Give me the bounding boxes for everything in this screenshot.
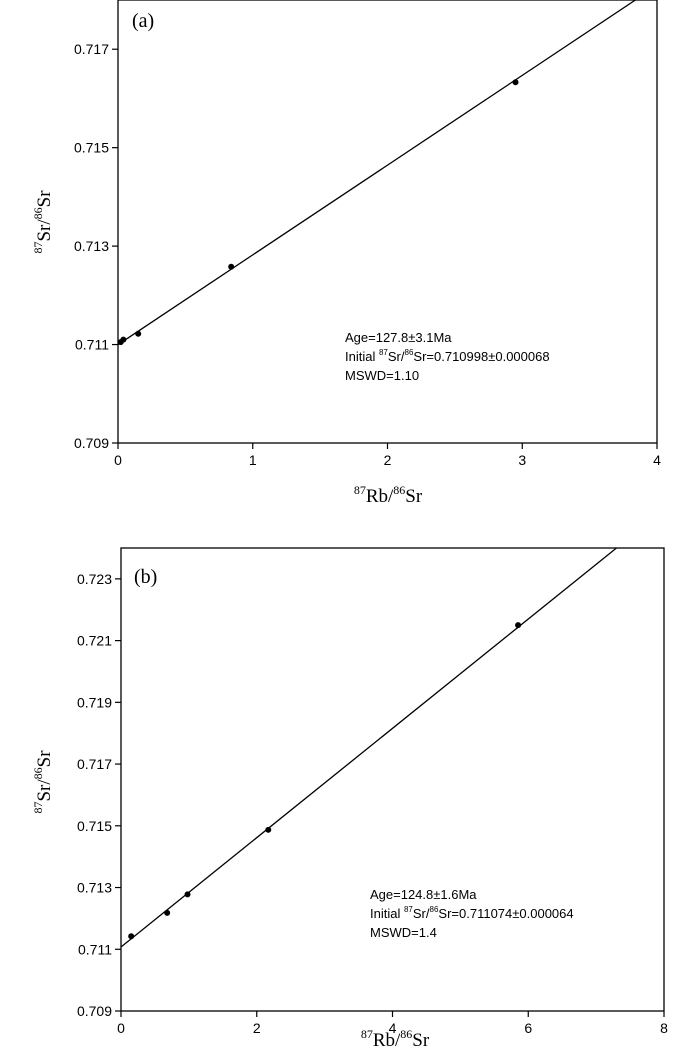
annotation-sup-2: 86 bbox=[430, 905, 439, 914]
isochron-line bbox=[120, 547, 617, 948]
y-tick-label: 0.715 bbox=[74, 140, 109, 156]
y-label-base-2: Sr bbox=[34, 190, 55, 208]
data-point bbox=[184, 891, 191, 898]
y-tick-label: 0.721 bbox=[77, 633, 112, 649]
annotation-initial-ratio: Initial 87Sr/86Sr=0.711074±0.000064 bbox=[370, 905, 574, 921]
x-label-sup-1: 87 bbox=[361, 1027, 373, 1041]
x-label-base-1: Rb/ bbox=[366, 486, 394, 507]
x-ticks: 0 1 2 3 4 bbox=[114, 443, 661, 468]
annotation-value: Sr=0.711074±0.000064 bbox=[438, 906, 573, 921]
y-label-base-1: Sr/ bbox=[34, 779, 55, 802]
chart-panel-b: (b) 0 2 4 6 8 0.709 0.711 0.713 0.715 0.717 0.719… bbox=[31, 547, 668, 1051]
x-label-base-1: Rb/ bbox=[373, 1030, 401, 1051]
x-tick-label: 1 bbox=[249, 452, 257, 468]
fit-line-layer bbox=[117, 0, 636, 346]
data-point bbox=[265, 826, 272, 833]
y-ticks: 0.709 0.711 0.713 0.715 0.717 0.719 0.721 0.723 bbox=[77, 571, 121, 1019]
y-tick-label: 0.717 bbox=[77, 756, 112, 772]
y-tick-label: 0.711 bbox=[78, 941, 112, 957]
y-axis-label: 87Sr/86Sr bbox=[31, 750, 55, 814]
annotation-age: Age=124.8±1.6Ma bbox=[370, 887, 477, 902]
annotation-initial-ratio: Initial 87Sr/86Sr=0.710998±0.000068 bbox=[345, 348, 550, 364]
annotation-sup-1: 87 bbox=[404, 905, 413, 914]
annotation-sup-2: 86 bbox=[405, 348, 414, 357]
y-tick-label: 0.717 bbox=[74, 41, 109, 57]
fit-line-layer bbox=[120, 547, 617, 948]
annotation-box: Age=127.8±3.1Ma Initial 87Sr/86Sr=0.7109… bbox=[345, 330, 550, 383]
data-points-layer bbox=[117, 79, 519, 346]
annotation-mid: Sr/ bbox=[388, 349, 405, 364]
data-point bbox=[135, 330, 142, 337]
x-tick-label: 6 bbox=[524, 1020, 532, 1036]
y-tick-label: 0.723 bbox=[77, 571, 112, 587]
annotation-mid: Sr/ bbox=[413, 906, 430, 921]
panel-label: (b) bbox=[134, 566, 157, 588]
y-tick-label: 0.709 bbox=[77, 1003, 112, 1019]
isochron-line bbox=[117, 0, 636, 346]
x-tick-label: 0 bbox=[114, 452, 122, 468]
y-tick-label: 0.709 bbox=[74, 435, 109, 451]
y-tick-label: 0.719 bbox=[77, 694, 112, 710]
data-point bbox=[512, 79, 519, 86]
y-tick-label: 0.711 bbox=[75, 337, 109, 353]
x-label-sup-2: 86 bbox=[393, 483, 405, 497]
y-label-base-1: Sr/ bbox=[34, 219, 55, 242]
data-point bbox=[228, 263, 235, 270]
y-tick-label: 0.713 bbox=[74, 238, 109, 254]
x-tick-label: 0 bbox=[117, 1020, 125, 1036]
x-tick-label: 8 bbox=[660, 1020, 668, 1036]
x-tick-label: 4 bbox=[389, 1020, 397, 1036]
x-tick-label: 3 bbox=[518, 452, 526, 468]
y-label-sup-1: 87 bbox=[31, 802, 45, 814]
y-tick-label: 0.713 bbox=[77, 880, 112, 896]
x-tick-label: 2 bbox=[384, 452, 392, 468]
x-tick-label: 2 bbox=[253, 1020, 261, 1036]
x-label-sup-2: 86 bbox=[400, 1027, 412, 1041]
annotation-initial-prefix: Initial bbox=[345, 349, 379, 364]
x-tick-label: 4 bbox=[653, 452, 661, 468]
data-point bbox=[164, 909, 171, 916]
y-label-sup-2: 86 bbox=[31, 767, 45, 779]
plot-frame bbox=[120, 547, 665, 1012]
y-tick-label: 0.715 bbox=[77, 818, 112, 834]
data-point bbox=[128, 933, 135, 940]
x-ticks: 0 2 4 6 8 bbox=[117, 1011, 668, 1036]
annotation-box: Age=124.8±1.6Ma Initial 87Sr/86Sr=0.7110… bbox=[370, 887, 574, 940]
y-ticks: 0.709 0.711 0.713 0.715 0.717 bbox=[74, 41, 118, 451]
x-label-base-2: Sr bbox=[412, 1030, 430, 1051]
annotation-mswd: MSWD=1.10 bbox=[345, 368, 419, 383]
data-points-layer bbox=[128, 622, 522, 940]
annotation-mswd: MSWD=1.4 bbox=[370, 925, 437, 940]
annotation-sup-1: 87 bbox=[379, 348, 388, 357]
y-label-sup-1: 87 bbox=[31, 242, 45, 254]
x-axis-label: 87Rb/86Sr bbox=[361, 1027, 430, 1051]
x-axis-label: 87Rb/86Sr bbox=[354, 483, 423, 507]
y-label-sup-2: 86 bbox=[31, 207, 45, 219]
annotation-age: Age=127.8±3.1Ma bbox=[345, 330, 452, 345]
y-axis-label: 87Sr/86Sr bbox=[31, 190, 55, 254]
data-point bbox=[120, 336, 127, 343]
data-point bbox=[515, 622, 522, 629]
annotation-initial-prefix: Initial bbox=[370, 906, 404, 921]
x-label-sup-1: 87 bbox=[354, 483, 366, 497]
annotation-value: Sr=0.710998±0.000068 bbox=[413, 349, 549, 364]
panel-label: (a) bbox=[132, 10, 154, 32]
y-label-base-2: Sr bbox=[34, 750, 55, 768]
x-label-base-2: Sr bbox=[405, 486, 423, 507]
